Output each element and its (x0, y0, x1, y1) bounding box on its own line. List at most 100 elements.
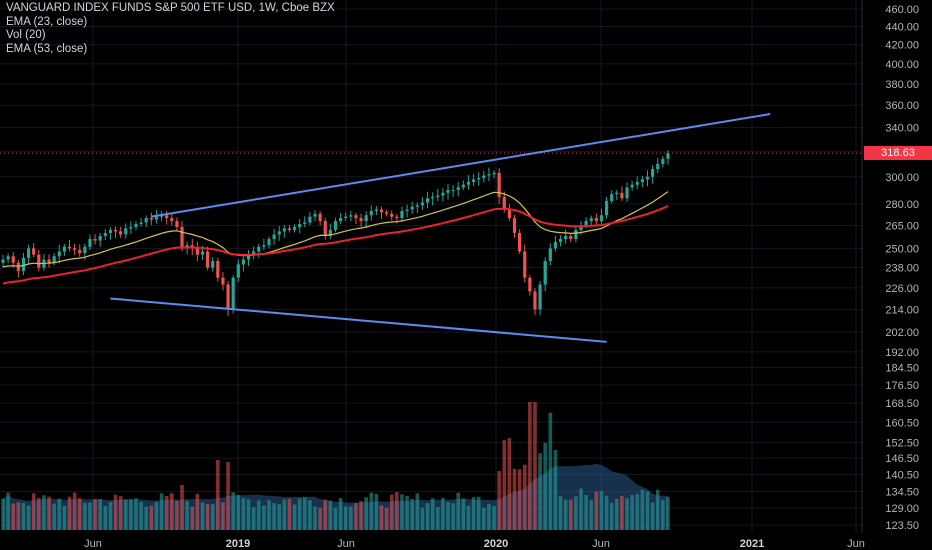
volume-bar (446, 502, 450, 530)
volume-bar (256, 500, 261, 530)
volume-bar (31, 493, 36, 530)
candle-body (73, 248, 77, 250)
y-tick-label: 265.00 (885, 220, 919, 232)
candle-body (615, 192, 619, 195)
candle-body (180, 226, 184, 249)
candle-body (83, 246, 87, 254)
candle-body (52, 256, 56, 263)
volume-bar (650, 502, 655, 530)
legend-volume: Vol (20) (6, 29, 46, 42)
volume-bar (584, 495, 588, 530)
candle-body (257, 246, 261, 252)
volume-bar (226, 462, 230, 530)
candle-body (543, 261, 547, 285)
y-tick-label: 400.00 (885, 59, 919, 71)
candle-body (666, 153, 670, 159)
y-tick-label: 340.00 (885, 123, 919, 135)
candle-body (620, 192, 624, 199)
volume-bar (262, 505, 266, 530)
candle-body (175, 221, 179, 227)
y-tick-label: 380.00 (885, 79, 919, 91)
volume-bar (599, 490, 604, 530)
candle-body (108, 229, 113, 233)
volume-bar (93, 499, 97, 530)
candle-body (374, 209, 378, 211)
candle-body (139, 222, 143, 224)
ema-lines (2, 191, 669, 285)
volume-bar (21, 502, 26, 530)
volume-bar (231, 492, 235, 530)
volume-bar (451, 503, 455, 530)
volume-bar (553, 449, 558, 530)
volume-bar (645, 491, 650, 530)
volume-bar (538, 453, 542, 530)
candle-body (507, 209, 511, 219)
candle-body (67, 246, 72, 249)
candle-body (395, 216, 399, 219)
candle-body (144, 218, 148, 223)
y-tick-label: 192.00 (885, 347, 919, 359)
volume-bar (405, 495, 409, 530)
candle-body (436, 195, 440, 197)
candle-body (599, 215, 604, 222)
volume-bar (6, 492, 10, 530)
time-axis[interactable]: Jun 2019 Jun 2020 Jun 2021 Jun (84, 538, 865, 550)
volume-bar (297, 498, 302, 530)
candle-body (129, 226, 133, 229)
candle-body (21, 257, 26, 271)
volume-bar (72, 492, 77, 530)
volume-bar (620, 495, 624, 530)
volume-bar (108, 501, 113, 530)
volume-bar (154, 501, 159, 530)
candle-body (640, 179, 644, 183)
y-tick-label: 146.50 (885, 453, 919, 465)
x-tick-label: Jun (847, 538, 865, 550)
volume-bar (471, 497, 476, 530)
candle-body (456, 187, 460, 191)
candle-body (441, 192, 445, 196)
volume-ma-area (3, 464, 668, 530)
volume-bar (359, 501, 363, 530)
volume-bar (579, 488, 583, 530)
volume-bar (129, 499, 133, 530)
candle-body (88, 239, 92, 247)
candle-body (272, 234, 276, 240)
volume-bar (16, 502, 21, 530)
candle-body (385, 212, 389, 214)
volume-bar (384, 507, 389, 530)
candle-body (625, 187, 629, 199)
price-candles (1, 150, 670, 317)
candle-body (431, 196, 435, 199)
y-tick-label: 184.50 (885, 363, 919, 375)
volume-bar (615, 498, 619, 530)
candle-body (57, 251, 61, 257)
candle-body (170, 218, 174, 222)
volume-bar (67, 496, 72, 530)
candle-body (528, 277, 532, 292)
volume-bar (379, 505, 384, 530)
volume-bar (246, 499, 251, 530)
candle-body (16, 262, 20, 271)
volume-bar (430, 498, 435, 530)
candle-body (538, 284, 542, 310)
volume-bar (400, 494, 404, 530)
candle-body (267, 239, 271, 246)
candle-body (252, 251, 256, 255)
candle-body (379, 209, 384, 213)
volume-bar (42, 495, 46, 530)
candle-body (466, 182, 471, 185)
candle-body (98, 235, 102, 241)
candle-body (630, 184, 634, 188)
y-tick-label: 226.00 (885, 283, 919, 295)
trendlines[interactable] (110, 113, 771, 343)
volume-bar (410, 498, 414, 530)
volume-bar (568, 499, 573, 530)
chart-legend: VANGUARD INDEX FUNDS S&P 500 ETF USD, 1W… (6, 2, 335, 56)
volume-bar (103, 506, 108, 530)
price-axis[interactable]: 460.00 440.00 420.00 400.00 380.00 360.00 340.… (885, 4, 919, 532)
candle-body (425, 198, 430, 203)
candle-body (47, 259, 51, 263)
volume-bar (456, 492, 461, 530)
candle-body (246, 254, 251, 260)
